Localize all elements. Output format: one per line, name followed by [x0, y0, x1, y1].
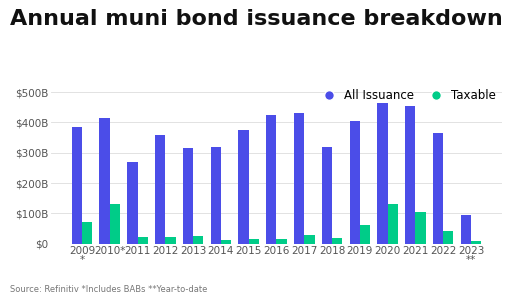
Bar — [322, 147, 332, 244]
Bar — [350, 121, 360, 244]
Text: Annual muni bond issuance breakdown: Annual muni bond issuance breakdown — [10, 9, 502, 29]
Bar — [165, 238, 176, 244]
Bar — [183, 148, 193, 244]
Bar — [239, 130, 249, 244]
Bar — [304, 235, 314, 244]
Bar — [461, 215, 471, 244]
Bar — [127, 162, 138, 244]
Bar — [138, 238, 148, 244]
Bar — [433, 133, 443, 244]
Bar — [377, 103, 388, 244]
Bar — [471, 241, 481, 244]
Bar — [415, 212, 425, 244]
Bar — [332, 238, 343, 244]
Bar — [155, 135, 165, 244]
Legend: All Issuance, Taxable: All Issuance, Taxable — [317, 89, 496, 102]
Bar — [249, 239, 259, 244]
Bar — [193, 236, 203, 244]
Text: Source: Refinitiv *Includes BABs **Year-to-date: Source: Refinitiv *Includes BABs **Year-… — [10, 285, 207, 294]
Bar — [221, 240, 231, 244]
Bar — [99, 118, 110, 244]
Bar — [443, 231, 454, 244]
Bar — [266, 115, 276, 244]
Bar — [82, 222, 92, 244]
Bar — [405, 106, 415, 244]
Bar — [276, 239, 287, 244]
Bar — [388, 204, 398, 244]
Bar — [210, 147, 221, 244]
Bar — [110, 204, 120, 244]
Bar — [294, 113, 304, 244]
Bar — [360, 225, 370, 244]
Bar — [72, 127, 82, 244]
